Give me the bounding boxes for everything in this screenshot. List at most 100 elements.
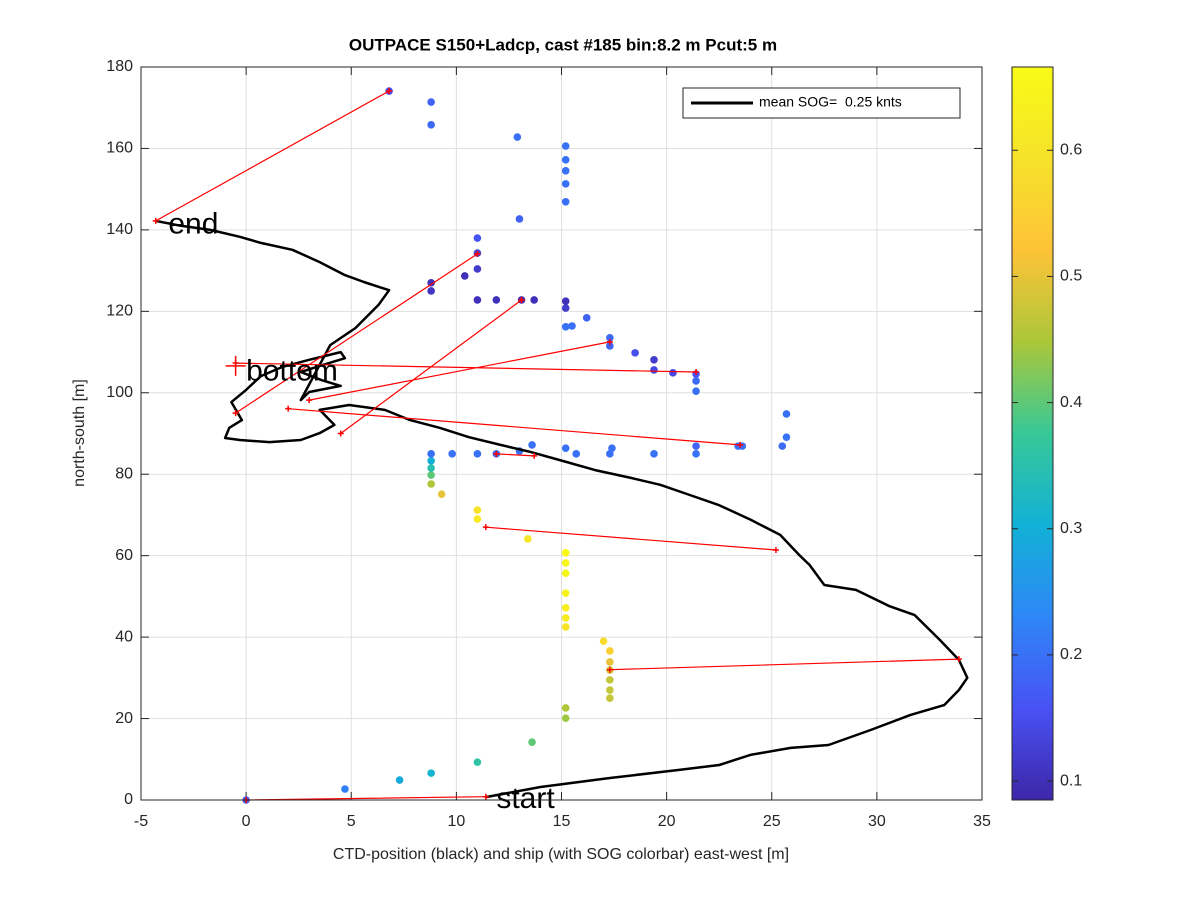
- scatter-point: [606, 658, 614, 666]
- scatter-point: [608, 444, 616, 452]
- x-tick-label: -5: [134, 813, 148, 830]
- colorbar-tick-label: 0.3: [1060, 520, 1082, 537]
- scatter-point: [561, 304, 570, 312]
- line-series: [155, 90, 959, 801]
- scatter-point: [650, 450, 658, 458]
- line-marker: [693, 369, 700, 376]
- annotation: end: [168, 208, 218, 241]
- scatter-point: [692, 387, 700, 395]
- scatter-point: [427, 769, 435, 777]
- scatter-point: [606, 686, 614, 694]
- scatter-point: [606, 334, 614, 342]
- x-axis-label: CTD-position (black) and ship (with SOG …: [333, 846, 789, 863]
- scatter-point: [427, 456, 435, 465]
- line-marker: [955, 656, 962, 663]
- line-marker: [606, 338, 613, 345]
- line-marker: [232, 410, 239, 417]
- scatter-point: [448, 450, 456, 458]
- scatter-point: [561, 444, 570, 452]
- scatter-point: [473, 758, 482, 766]
- scatter-point: [561, 714, 570, 722]
- scatter-point: [561, 589, 570, 597]
- line-marker: [737, 441, 744, 448]
- scatter-point: [427, 98, 435, 106]
- line-marker: [518, 296, 525, 303]
- y-tick-label: 180: [106, 58, 133, 75]
- scatter-point: [561, 297, 570, 305]
- scatter-point: [692, 377, 700, 385]
- scatter-point: [427, 121, 435, 129]
- chart-title: OUTPACE S150+Ladcp, cast #185 bin:8.2 m …: [349, 35, 777, 54]
- axes-box: [140, 66, 983, 801]
- scatter-point: [473, 265, 482, 273]
- line-marker: [482, 524, 489, 531]
- x-tick-label: 15: [553, 813, 571, 830]
- scatter-point: [568, 322, 576, 330]
- colorbar-tick-label: 0.6: [1060, 141, 1082, 158]
- scatter-point: [561, 180, 570, 188]
- scatter-point: [473, 296, 482, 304]
- scatter-point: [782, 410, 791, 418]
- scatter-point: [561, 323, 570, 331]
- scatter-point: [427, 464, 435, 472]
- x-tick-label: 5: [347, 813, 356, 830]
- scatter-point: [473, 450, 482, 458]
- colorbar-tick-label: 0.2: [1060, 646, 1082, 663]
- y-tick-label: 80: [115, 465, 133, 482]
- line-marker: [386, 88, 393, 95]
- y-tick-label: 60: [115, 547, 133, 564]
- scatter-point: [561, 197, 570, 206]
- scatter-point: [515, 215, 524, 223]
- y-tick-label: 100: [106, 384, 133, 401]
- y-tick-label: 0: [124, 791, 133, 808]
- scatter-point: [606, 647, 614, 655]
- scatter-point: [341, 785, 349, 793]
- x-tick-label: 0: [242, 813, 251, 830]
- colorbar-tick-label: 0.1: [1060, 772, 1082, 789]
- scatter-point: [427, 480, 435, 488]
- scatter-point: [572, 450, 581, 458]
- scatter-point: [650, 355, 658, 364]
- line-marker: [306, 397, 313, 404]
- line-marker: [493, 450, 500, 457]
- y-tick-label: 40: [115, 628, 133, 645]
- scatter-point: [561, 142, 570, 150]
- line-marker: [531, 452, 538, 459]
- line-marker: [772, 546, 779, 553]
- scatter-point: [528, 738, 536, 746]
- y-tick-label: 140: [106, 221, 133, 238]
- scatter-point: [561, 704, 570, 712]
- scatter-point: [606, 694, 614, 702]
- line-marker: [474, 250, 481, 257]
- line-series: [155, 219, 969, 799]
- annotation: start: [496, 782, 555, 815]
- colorbar-tick-label: 0.5: [1060, 268, 1082, 285]
- x-tick-label: 35: [973, 813, 991, 830]
- scatter-point: [669, 369, 677, 377]
- scatter-point: [561, 167, 570, 175]
- scatter-point: [460, 272, 469, 280]
- scatter-point: [606, 342, 614, 350]
- scatter-point: [492, 296, 501, 304]
- scatter-point: [437, 490, 446, 498]
- line-marker: [337, 430, 344, 437]
- legend-label: mean SOG= 0.25 knts: [759, 94, 902, 110]
- scatter-point: [513, 133, 522, 141]
- scatter-point: [606, 450, 614, 458]
- scatter-point: [561, 569, 570, 577]
- colorbar-tick-label: 0.4: [1060, 394, 1082, 411]
- colorbar: [1011, 66, 1054, 801]
- scatter-point: [561, 623, 570, 631]
- scatter-point: [561, 603, 570, 612]
- scatter-point: [782, 433, 791, 441]
- scatter-point: [561, 156, 570, 164]
- scatter-point: [395, 776, 404, 784]
- line-marker: [285, 405, 292, 412]
- x-tick-label: 30: [868, 813, 886, 830]
- legend-box: [682, 87, 961, 119]
- x-tick-label: 25: [763, 813, 781, 830]
- scatter-point: [561, 549, 570, 557]
- scatter-point: [473, 506, 482, 514]
- scatter-point: [631, 349, 639, 357]
